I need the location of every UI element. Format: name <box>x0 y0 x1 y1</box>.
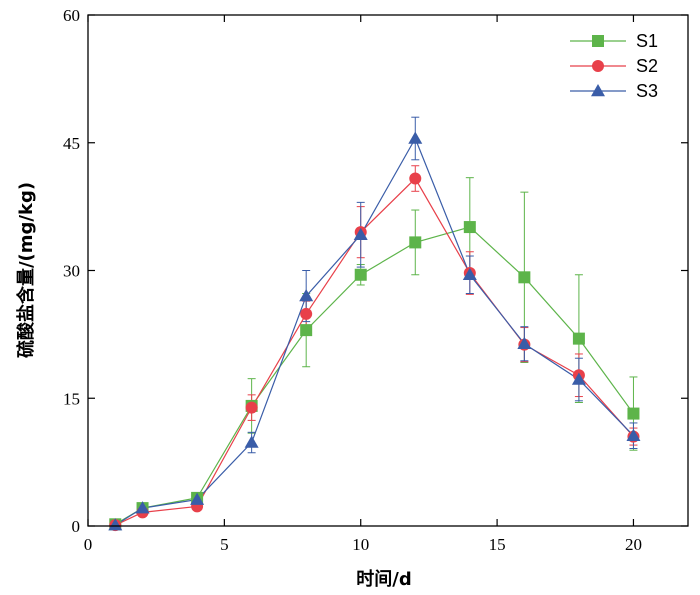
x-tick-label: 10 <box>352 535 369 554</box>
data-point-s1 <box>354 268 367 281</box>
legend-label: S2 <box>636 56 658 76</box>
legend-label: S3 <box>636 81 658 101</box>
series-line-s2 <box>115 177 634 526</box>
error-bars <box>111 116 638 529</box>
data-point-s3 <box>135 501 150 514</box>
legend-label: S1 <box>636 31 658 51</box>
data-point-s3 <box>462 267 477 281</box>
y-tick-label: 60 <box>63 6 80 25</box>
legend-marker <box>591 84 605 97</box>
series-line-s3 <box>114 137 634 526</box>
data-point-s2 <box>300 307 313 320</box>
legend-item-s2: S2 <box>570 56 658 76</box>
y-tick-label: 30 <box>63 262 80 281</box>
data-point-s1 <box>627 407 640 420</box>
data-point-s2 <box>245 401 258 414</box>
data-point-s3 <box>299 289 314 302</box>
data-point-s1 <box>409 236 422 249</box>
series-line-s1 <box>114 226 634 525</box>
data-point-s3 <box>108 518 123 531</box>
series-markers <box>108 131 641 532</box>
legend-marker <box>592 60 604 72</box>
legend-marker <box>592 35 604 47</box>
data-point-s3 <box>190 492 205 505</box>
y-tick-label: 15 <box>63 389 80 408</box>
data-point-s3 <box>244 435 259 448</box>
axes <box>87 14 689 527</box>
data-point-s3 <box>353 227 368 240</box>
data-point-s1 <box>572 332 585 345</box>
x-tick-label: 5 <box>220 535 229 554</box>
x-tick-label: 0 <box>84 535 93 554</box>
series-lines <box>114 137 634 526</box>
data-point-s3 <box>408 131 423 144</box>
legend-item-s1: S1 <box>570 31 658 51</box>
data-point-s3 <box>626 428 641 441</box>
y-tick-label: 0 <box>72 517 81 536</box>
y-tick-label: 45 <box>63 134 80 153</box>
data-point-s3 <box>517 336 532 349</box>
data-point-s3 <box>571 372 586 385</box>
data-point-s1 <box>300 324 313 337</box>
legend: S1 S2 S3 <box>570 31 658 101</box>
x-axis-title: 时间/d <box>356 569 411 590</box>
data-point-s1 <box>463 221 476 234</box>
x-tick-label: 20 <box>625 535 642 554</box>
data-point-s1 <box>518 271 531 284</box>
tick-labels: 0 5 10 15 20 0 15 30 45 60 <box>63 6 642 554</box>
x-tick-label: 15 <box>489 535 506 554</box>
data-point-s2 <box>409 172 422 185</box>
y-axis-title: 硫酸盐含量/(mg/kg) <box>15 182 37 358</box>
legend-item-s3: S3 <box>570 81 658 101</box>
